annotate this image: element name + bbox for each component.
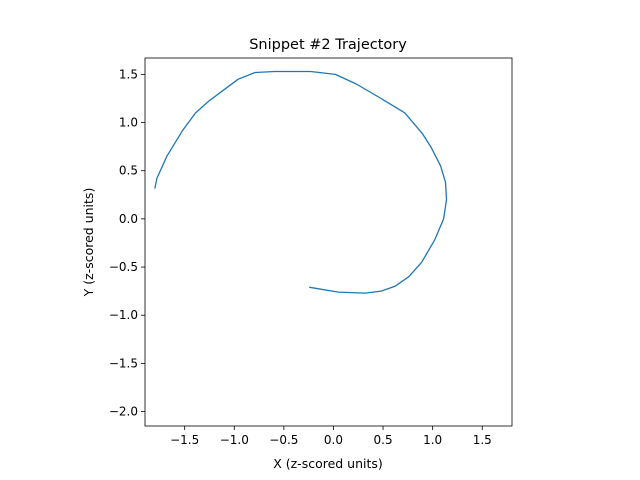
x-tick-label: 0.0 <box>324 433 343 447</box>
y-tick-label: 0.0 <box>119 212 138 226</box>
x-tick-label: 1.0 <box>423 433 442 447</box>
x-tick-label: 0.5 <box>374 433 393 447</box>
y-tick-label: 1.0 <box>119 116 138 130</box>
x-tick-label: 1.5 <box>473 433 492 447</box>
y-tick-label: −1.5 <box>109 356 138 370</box>
trajectory-line <box>154 70 448 294</box>
y-tick-label: −1.0 <box>109 308 138 322</box>
chart-title: Snippet #2 Trajectory <box>249 37 407 53</box>
y-tick-label: −0.5 <box>109 260 138 274</box>
x-tick-label: −1.0 <box>220 433 249 447</box>
x-tick-label: −0.5 <box>269 433 298 447</box>
y-axis-label: Y (z-scored units) <box>81 188 96 298</box>
y-tick-label: 1.5 <box>119 67 138 81</box>
y-tick-label: −2.0 <box>109 405 138 419</box>
axes-frame <box>144 57 513 427</box>
plot-area <box>154 70 448 294</box>
y-tick-label: 0.5 <box>119 164 138 178</box>
x-axis-label: X (z-scored units) <box>273 456 383 471</box>
x-tick-label: −1.5 <box>170 433 199 447</box>
